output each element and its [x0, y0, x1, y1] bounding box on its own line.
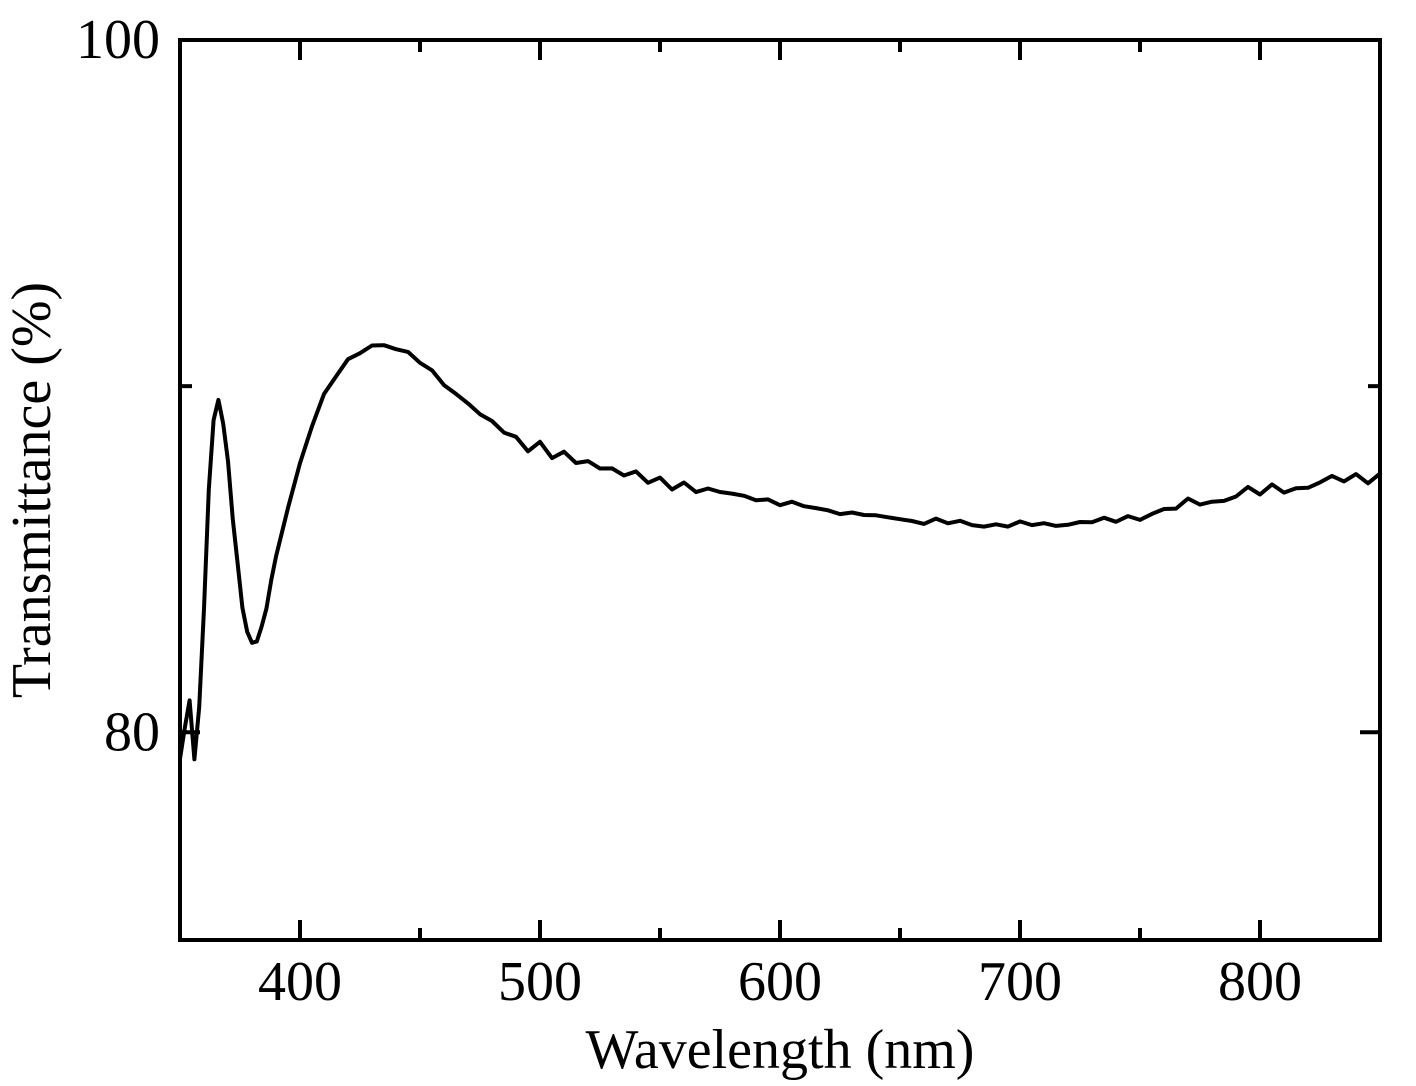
plot-frame	[180, 40, 1380, 940]
tick-labels: 400 500 600 700 800 80 100	[76, 9, 1302, 1013]
axis-ticks	[180, 40, 1380, 940]
tick-label: 400	[258, 951, 342, 1013]
tick-label: 500	[498, 951, 582, 1013]
tick-label: 800	[1218, 951, 1302, 1013]
x-axis-label: Wavelength (nm)	[586, 1019, 975, 1081]
chart-container: 400 500 600 700 800 80 100 Wavelength (nm) Tra…	[0, 0, 1416, 1086]
transmittance-chart: 400 500 600 700 800 80 100 Wavelength (nm) Tra…	[0, 0, 1416, 1086]
tick-label: 600	[738, 951, 822, 1013]
y-axis-label: Transmittance (%)	[1, 282, 63, 698]
tick-label: 100	[76, 9, 160, 71]
tick-label: 700	[978, 951, 1062, 1013]
data-line	[180, 345, 1380, 759]
tick-label: 80	[104, 701, 160, 763]
